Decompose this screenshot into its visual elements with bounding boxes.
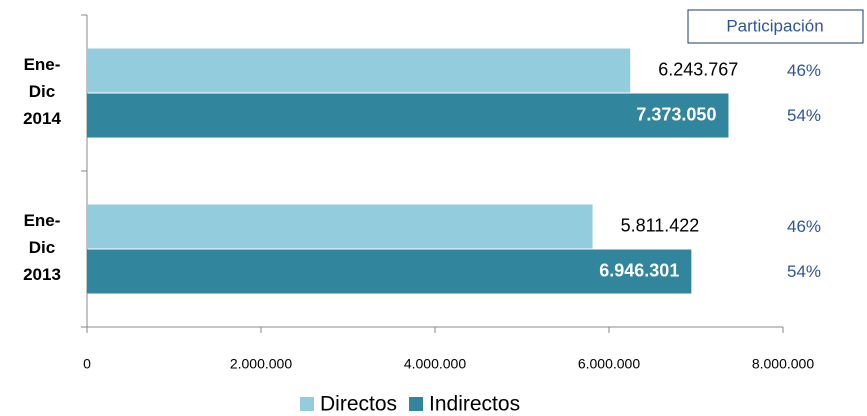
bar bbox=[87, 93, 729, 138]
value-label: 5.811.422 bbox=[621, 215, 700, 235]
legend-swatch bbox=[300, 397, 314, 411]
legend-swatch bbox=[409, 397, 424, 411]
share-title: Participación bbox=[726, 16, 823, 35]
share-label: 54% bbox=[787, 106, 821, 125]
legend-label: Indirectos bbox=[429, 393, 520, 416]
x-tick-label: 0 bbox=[83, 356, 91, 372]
y-tick-label: Ene-Dic 2013 bbox=[23, 211, 61, 284]
share-box bbox=[687, 9, 864, 44]
y-tick-label: Ene-Dic 2014 bbox=[23, 55, 61, 128]
legend-label: Directos bbox=[320, 393, 397, 416]
value-label: 7.373.050 bbox=[636, 104, 716, 124]
share-label: 54% bbox=[787, 262, 821, 281]
bar bbox=[87, 48, 631, 93]
share-label: 46% bbox=[787, 217, 821, 236]
bar bbox=[87, 204, 593, 249]
share-label: 46% bbox=[787, 61, 821, 80]
x-tick-label: 6.000.000 bbox=[578, 356, 640, 372]
x-tick-label: 2.000.000 bbox=[230, 356, 292, 372]
x-tick-label: 4.000.000 bbox=[404, 356, 466, 372]
bar bbox=[87, 249, 692, 294]
x-tick-label: 8.000.000 bbox=[752, 356, 814, 372]
value-label: 6.946.301 bbox=[599, 260, 679, 280]
value-label: 6.243.767 bbox=[658, 59, 738, 79]
